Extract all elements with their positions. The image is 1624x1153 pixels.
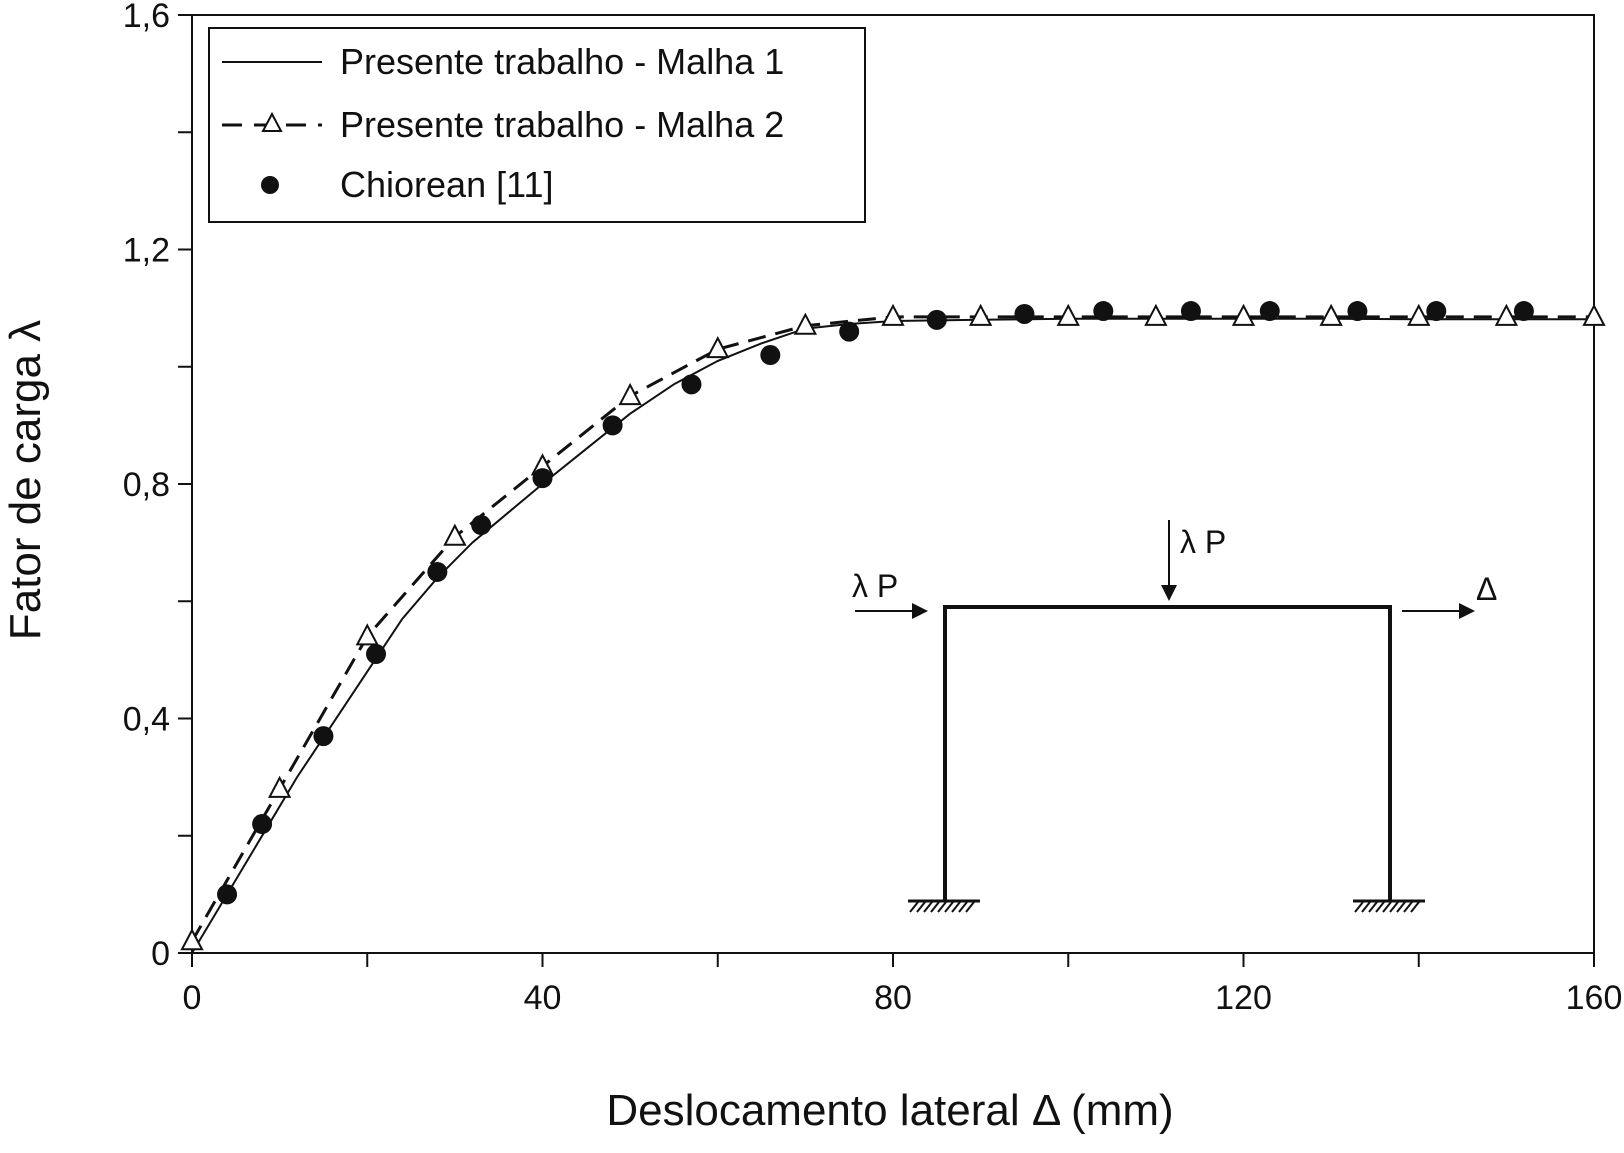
malha-2-triangle-point — [706, 336, 730, 359]
plot-layer: 0 40 80 120 160 0 0,4 0,8 1,2 1,6 — [123, 0, 1623, 1017]
malha-2-triangle-point — [355, 623, 379, 646]
chiorean-data-point — [217, 884, 238, 905]
malha-2-triangle-point — [793, 312, 818, 335]
malha-2-triangle-point — [1582, 303, 1606, 326]
chiorean-data-point — [1014, 303, 1035, 324]
chiorean-data-point — [1259, 301, 1280, 322]
legend-label-malha-2: Presente trabalho - Malha 2 — [340, 104, 784, 145]
chiorean-data-point — [366, 644, 387, 665]
malha-2-triangle-point — [443, 523, 467, 546]
malha-2-triangle-point — [618, 382, 642, 406]
chiorean-data-point — [1513, 301, 1534, 322]
chiorean-data-point — [532, 468, 553, 489]
malha-2-triangle-point — [1231, 303, 1256, 326]
malha-2-triangle-point — [968, 303, 993, 326]
x-tick-label: 0 — [183, 979, 202, 1017]
y-tick-label: 1,2 — [123, 232, 170, 270]
chiorean-data-point — [471, 515, 492, 536]
series-line-malha-2 — [190, 315, 1594, 943]
malha-2-triangle-point — [267, 775, 292, 798]
chiorean-data-point — [1180, 301, 1201, 322]
legend-label-malha-1: Presente trabalho - Malha 1 — [340, 41, 784, 82]
legend-label-chiorean: Chiorean [11] — [340, 164, 553, 205]
malha-2-triangle-point — [881, 303, 905, 326]
chiorean-data-point — [681, 374, 702, 395]
x-tick-label: 80 — [874, 979, 912, 1017]
vertical-load-arrowhead — [1161, 585, 1177, 601]
chiorean-data-point — [1093, 301, 1114, 322]
displacement-arrowhead — [1459, 603, 1475, 619]
chiorean-data-point — [313, 726, 334, 747]
chiorean-data-point — [1426, 301, 1447, 322]
vertical-load-label: λ P — [1180, 524, 1226, 560]
left-fixed-support — [908, 899, 980, 913]
malha-2-triangle-point — [1056, 303, 1080, 326]
right-fixed-support — [1353, 899, 1425, 913]
x-tick-label: 120 — [1215, 979, 1272, 1017]
y-tick-label: 0 — [151, 935, 170, 973]
y-axis-title: Fator de carga λ — [1, 320, 50, 640]
series-line-malha-1 — [191, 317, 1594, 954]
x-tick-label: 40 — [524, 979, 562, 1017]
chiorean-data-point — [427, 561, 448, 582]
chiorean-data-point — [252, 814, 273, 835]
chiorean-data-point — [602, 415, 623, 436]
malha-2-triangle-point — [1144, 303, 1168, 326]
chiorean-data-point — [760, 345, 781, 366]
horizontal-load-label: λ P — [852, 568, 898, 604]
chiorean-data-point — [926, 309, 947, 330]
displacement-label: Δ — [1476, 571, 1497, 607]
malha-2-triangle-point — [1407, 303, 1431, 326]
chiorean-data-point — [1347, 301, 1368, 322]
chiorean-data-point — [839, 321, 860, 342]
malha-2-triangle-point — [1319, 303, 1343, 326]
malha-2-triangle-point — [180, 928, 204, 951]
y-tick-label: 0,8 — [123, 466, 170, 504]
x-tick-label: 160 — [1566, 979, 1623, 1017]
legend-marker-circle — [261, 176, 279, 194]
horizontal-load-arrowhead — [912, 603, 928, 619]
y-tick-label: 0,4 — [123, 701, 170, 739]
malha-2-triangle-point — [1494, 303, 1519, 326]
legend-marker-triangle — [261, 111, 283, 132]
portal-frame-diagram: λ P λ P Δ — [852, 520, 1497, 913]
x-axis-title: Deslocamento lateral Δ (mm) — [606, 1086, 1173, 1135]
y-tick-label: 1,6 — [123, 0, 170, 35]
legend: Presente trabalho - Malha 1 Presente tra… — [208, 27, 866, 223]
